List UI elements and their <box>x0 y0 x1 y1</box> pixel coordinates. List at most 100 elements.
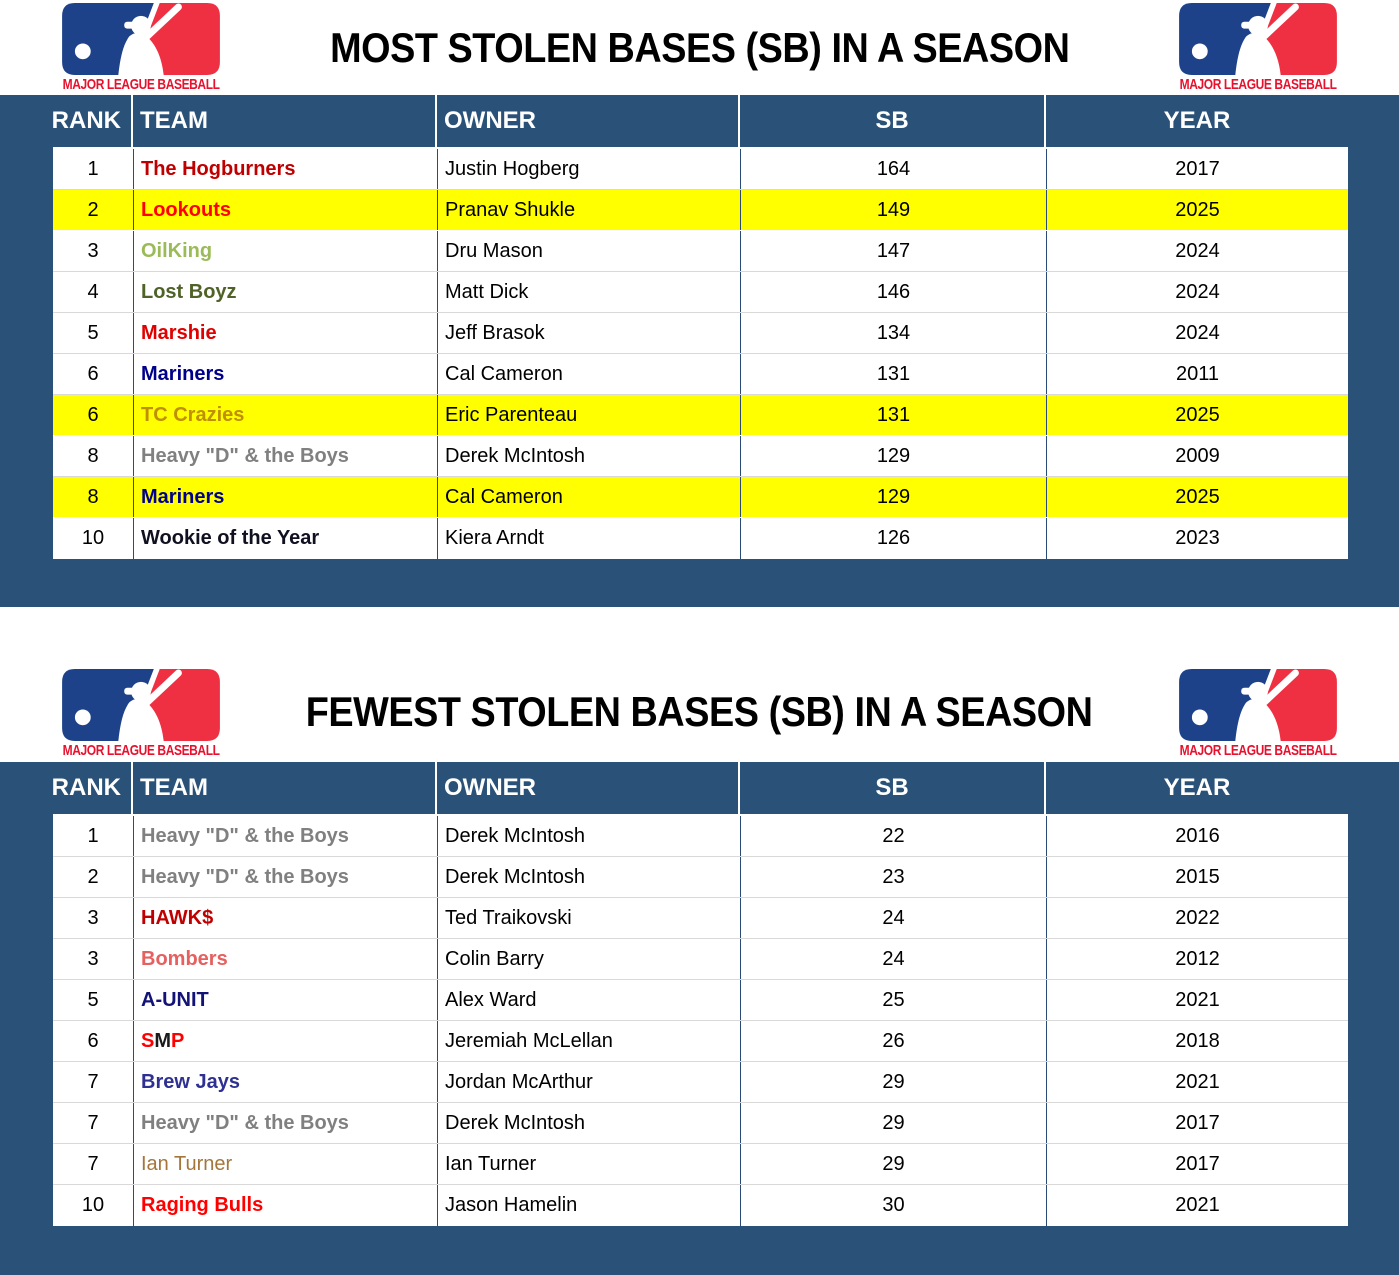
year-cell: 2017 <box>1046 149 1348 189</box>
year-cell: 2021 <box>1046 1062 1348 1102</box>
sb-cell: 24 <box>740 898 1046 938</box>
year-cell: 2025 <box>1046 395 1348 435</box>
owner-cell: Derek McIntosh <box>437 816 740 856</box>
mlb-logo-icon <box>62 3 220 75</box>
sb-cell: 26 <box>740 1021 1046 1061</box>
table-row: 7 Ian Turner Ian Turner 29 2017 <box>53 1144 1348 1185</box>
table-row: 2 Lookouts Pranav Shukle 149 2025 <box>53 190 1348 231</box>
table-row: 3 OilKing Dru Mason 147 2024 <box>53 231 1348 272</box>
rank-cell: 6 <box>87 362 99 385</box>
sb-cell: 29 <box>740 1062 1046 1102</box>
year-cell: 2021 <box>1046 980 1348 1020</box>
mlb-logo-icon <box>62 669 220 741</box>
table-row: 2 Heavy "D" & the Boys Derek McIntosh 23… <box>53 857 1348 898</box>
owner-cell: Cal Cameron <box>437 477 740 517</box>
rank-cell: 7 <box>87 1111 99 1134</box>
column-header-sb: SB <box>740 762 1046 814</box>
owner-cell: Justin Hogberg <box>437 149 740 189</box>
owner-cell: Matt Dick <box>437 272 740 312</box>
team-cell: A-UNIT <box>133 980 437 1020</box>
team-cell: Heavy "D" & the Boys <box>133 436 437 476</box>
table-row: 7 Brew Jays Jordan McArthur 29 2021 <box>53 1062 1348 1103</box>
column-header-owner: OWNER <box>437 762 740 814</box>
team-cell: Mariners <box>133 477 437 517</box>
rank-cell: 5 <box>87 321 99 344</box>
owner-cell: Colin Barry <box>437 939 740 979</box>
mlb-logo-icon <box>1179 3 1337 75</box>
team-cell: Heavy "D" & the Boys <box>133 816 437 856</box>
team-cell: TC Crazies <box>133 395 437 435</box>
mlb-logo-right-1: MAJOR LEAGUE BASEBALL <box>1179 3 1337 93</box>
owner-cell: Jeremiah McLellan <box>437 1021 740 1061</box>
section-fewest-sb: MAJOR LEAGUE BASEBALL FEWEST STOLEN BASE… <box>0 607 1399 1275</box>
rank-cell: 3 <box>87 239 99 262</box>
owner-cell: Jason Hamelin <box>437 1185 740 1226</box>
mlb-logo-caption: MAJOR LEAGUE BASEBALL <box>62 742 220 759</box>
column-header-owner: OWNER <box>437 95 740 147</box>
sb-cell: 29 <box>740 1144 1046 1184</box>
mlb-logo-icon <box>1179 669 1337 741</box>
owner-cell: Derek McIntosh <box>437 436 740 476</box>
table-row: 8 Mariners Cal Cameron 129 2025 <box>53 477 1348 518</box>
sb-cell: 129 <box>740 477 1046 517</box>
year-cell: 2009 <box>1046 436 1348 476</box>
team-cell: Marshie <box>133 313 437 353</box>
owner-cell: Cal Cameron <box>437 354 740 394</box>
rank-cell: 7 <box>87 1070 99 1093</box>
team-cell: The Hogburners <box>133 149 437 189</box>
table-most-sb: RANK TEAM OWNER SB YEAR 1 The Hogburners… <box>0 95 1399 607</box>
rank-cell: 3 <box>87 947 99 970</box>
year-cell: 2012 <box>1046 939 1348 979</box>
table-fewest-sb: RANK TEAM OWNER SB YEAR 1 Heavy "D" & th… <box>0 762 1399 1275</box>
year-cell: 2016 <box>1046 816 1348 856</box>
sb-cell: 146 <box>740 272 1046 312</box>
section-1-title: MOST STOLEN BASES (SB) IN A SEASON <box>329 23 1070 71</box>
sb-cell: 147 <box>740 231 1046 271</box>
section-2-header: MAJOR LEAGUE BASEBALL FEWEST STOLEN BASE… <box>0 607 1399 762</box>
year-cell: 2021 <box>1046 1185 1348 1226</box>
team-cell: Brew Jays <box>133 1062 437 1102</box>
table-row: 7 Heavy "D" & the Boys Derek McIntosh 29… <box>53 1103 1348 1144</box>
year-cell: 2024 <box>1046 272 1348 312</box>
column-header-rank: RANK <box>0 95 133 147</box>
owner-cell: Pranav Shukle <box>437 190 740 230</box>
table-row: 6 Mariners Cal Cameron 131 2011 <box>53 354 1348 395</box>
sb-cell: 164 <box>740 149 1046 189</box>
section-1-header: MAJOR LEAGUE BASEBALL MOST STOLEN BASES … <box>0 0 1399 95</box>
column-header-team: TEAM <box>133 95 437 147</box>
rank-cell: 7 <box>87 1152 99 1175</box>
year-cell: 2017 <box>1046 1144 1348 1184</box>
sb-cell: 22 <box>740 816 1046 856</box>
section-most-sb: MAJOR LEAGUE BASEBALL MOST STOLEN BASES … <box>0 0 1399 607</box>
rank-cell: 8 <box>87 444 99 467</box>
year-cell: 2024 <box>1046 313 1348 353</box>
year-cell: 2025 <box>1046 477 1348 517</box>
sb-cell: 131 <box>740 395 1046 435</box>
owner-cell: Kiera Arndt <box>437 518 740 559</box>
column-header-team: TEAM <box>133 762 437 814</box>
team-cell: Bombers <box>133 939 437 979</box>
owner-cell: Jordan McArthur <box>437 1062 740 1102</box>
year-cell: 2025 <box>1046 190 1348 230</box>
owner-cell: Alex Ward <box>437 980 740 1020</box>
column-header-rank: RANK <box>0 762 133 814</box>
column-header-sb: SB <box>740 95 1046 147</box>
team-cell: Wookie of the Year <box>133 518 437 559</box>
year-cell: 2015 <box>1046 857 1348 897</box>
rank-cell: 2 <box>87 865 99 888</box>
mlb-logo-caption: MAJOR LEAGUE BASEBALL <box>1179 75 1337 93</box>
rank-cell: 3 <box>87 906 99 929</box>
table-row: 10 Wookie of the Year Kiera Arndt 126 20… <box>53 518 1348 559</box>
year-cell: 2022 <box>1046 898 1348 938</box>
rank-cell: 10 <box>81 1194 105 1216</box>
owner-cell: Dru Mason <box>437 231 740 271</box>
sb-cell: 134 <box>740 313 1046 353</box>
sb-cell: 25 <box>740 980 1046 1020</box>
owner-cell: Jeff Brasok <box>437 313 740 353</box>
section-2-title: FEWEST STOLEN BASES (SB) IN A SEASON <box>306 688 1093 735</box>
mlb-logo-left-1: MAJOR LEAGUE BASEBALL <box>62 3 220 93</box>
mlb-logo-left-2: MAJOR LEAGUE BASEBALL <box>62 669 220 762</box>
table-2-header-row: RANK TEAM OWNER SB YEAR <box>0 762 1399 814</box>
